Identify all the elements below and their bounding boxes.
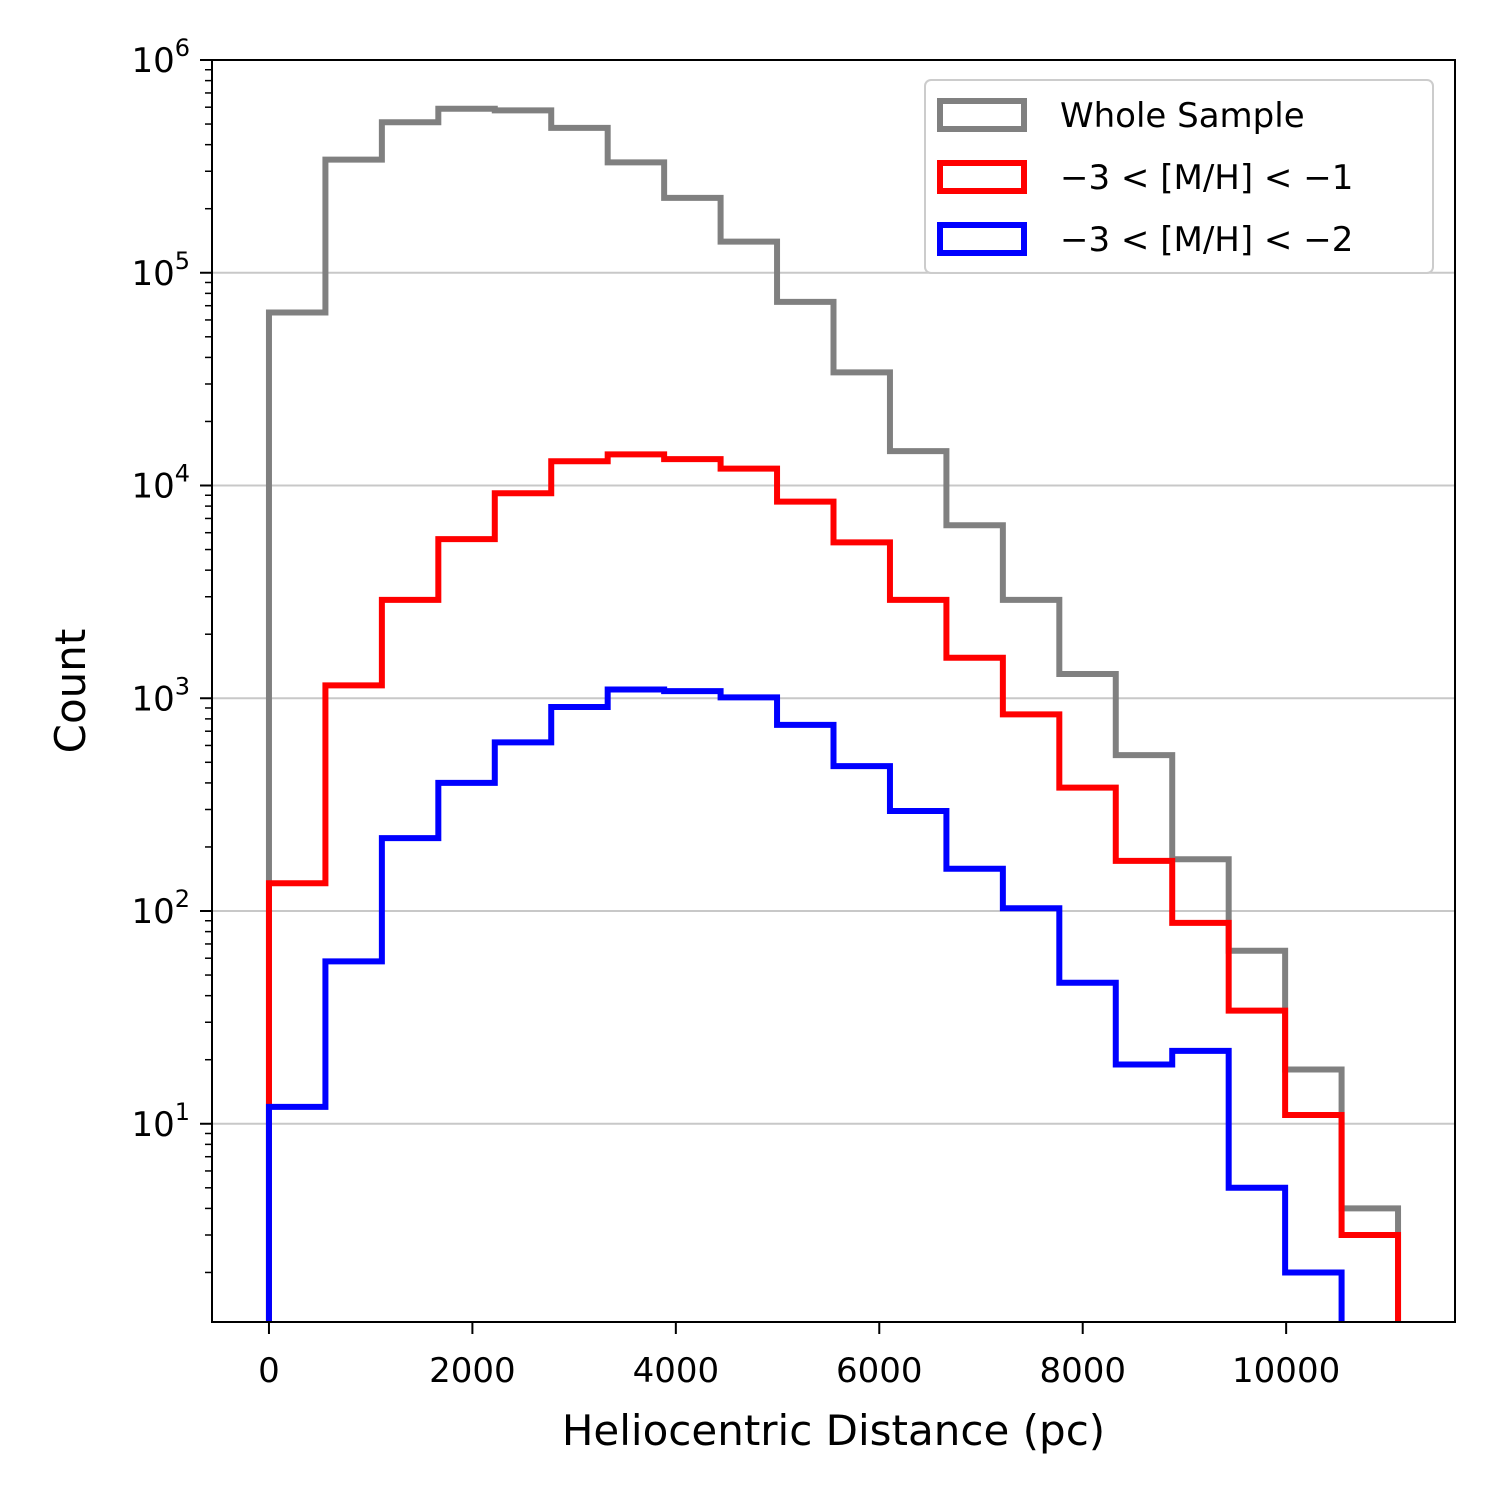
y-tick-label: 105 [131,247,190,294]
y-tick-label: 101 [131,1098,190,1145]
y-tick-label: 102 [131,885,190,932]
legend-label: −3 < [M/H] < −1 [1060,158,1353,198]
legend-swatch [937,222,1027,256]
y-tick-label: 104 [131,460,190,507]
series-3-step-line [265,686,1345,1322]
legend-label: Whole Sample [1060,96,1305,136]
x-tick-label: 0 [258,1351,280,1391]
plot-frame [211,59,1456,1323]
y-axis: 101 102 103 104 105 106 [131,34,212,1274]
y-tick-label: 103 [131,672,190,719]
series-2-step-line [265,451,1402,1322]
x-tick-label: 2000 [429,1351,516,1391]
legend-label: −3 < [M/H] < −2 [1060,220,1353,260]
legend-box [924,79,1434,274]
legend: Whole Sample −3 < [M/H] < −1 −3 < [M/H] < … [924,79,1434,274]
series-1-step-line [265,105,1402,1322]
x-tick-label: 4000 [633,1351,720,1391]
y-axis-label: Count [46,629,95,754]
x-tick-label: 6000 [836,1351,923,1391]
x-tick-label: 10000 [1232,1351,1340,1391]
x-axis: 0 2000 4000 6000 8000 10000 [258,1322,1340,1391]
y-tick-label: 106 [131,34,190,81]
x-axis-label: Heliocentric Distance (pc) [562,1406,1105,1455]
legend-swatch [937,160,1027,194]
x-tick-label: 8000 [1039,1351,1126,1391]
legend-swatch [937,98,1027,132]
histogram-steps [265,105,1402,1322]
